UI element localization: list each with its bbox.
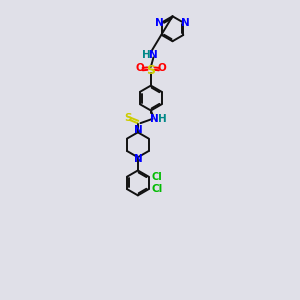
Text: N: N <box>181 17 190 28</box>
Text: O: O <box>136 63 145 73</box>
Text: N: N <box>134 125 142 135</box>
Text: N: N <box>150 114 159 124</box>
Text: N: N <box>149 50 158 60</box>
Text: S: S <box>146 64 155 77</box>
Text: O: O <box>157 63 166 73</box>
Text: N: N <box>134 154 143 164</box>
Text: S: S <box>124 113 132 123</box>
Text: Cl: Cl <box>152 172 163 182</box>
Text: Cl: Cl <box>152 184 163 194</box>
Text: N: N <box>155 17 164 28</box>
Text: H: H <box>142 50 151 60</box>
Text: H: H <box>158 114 167 124</box>
